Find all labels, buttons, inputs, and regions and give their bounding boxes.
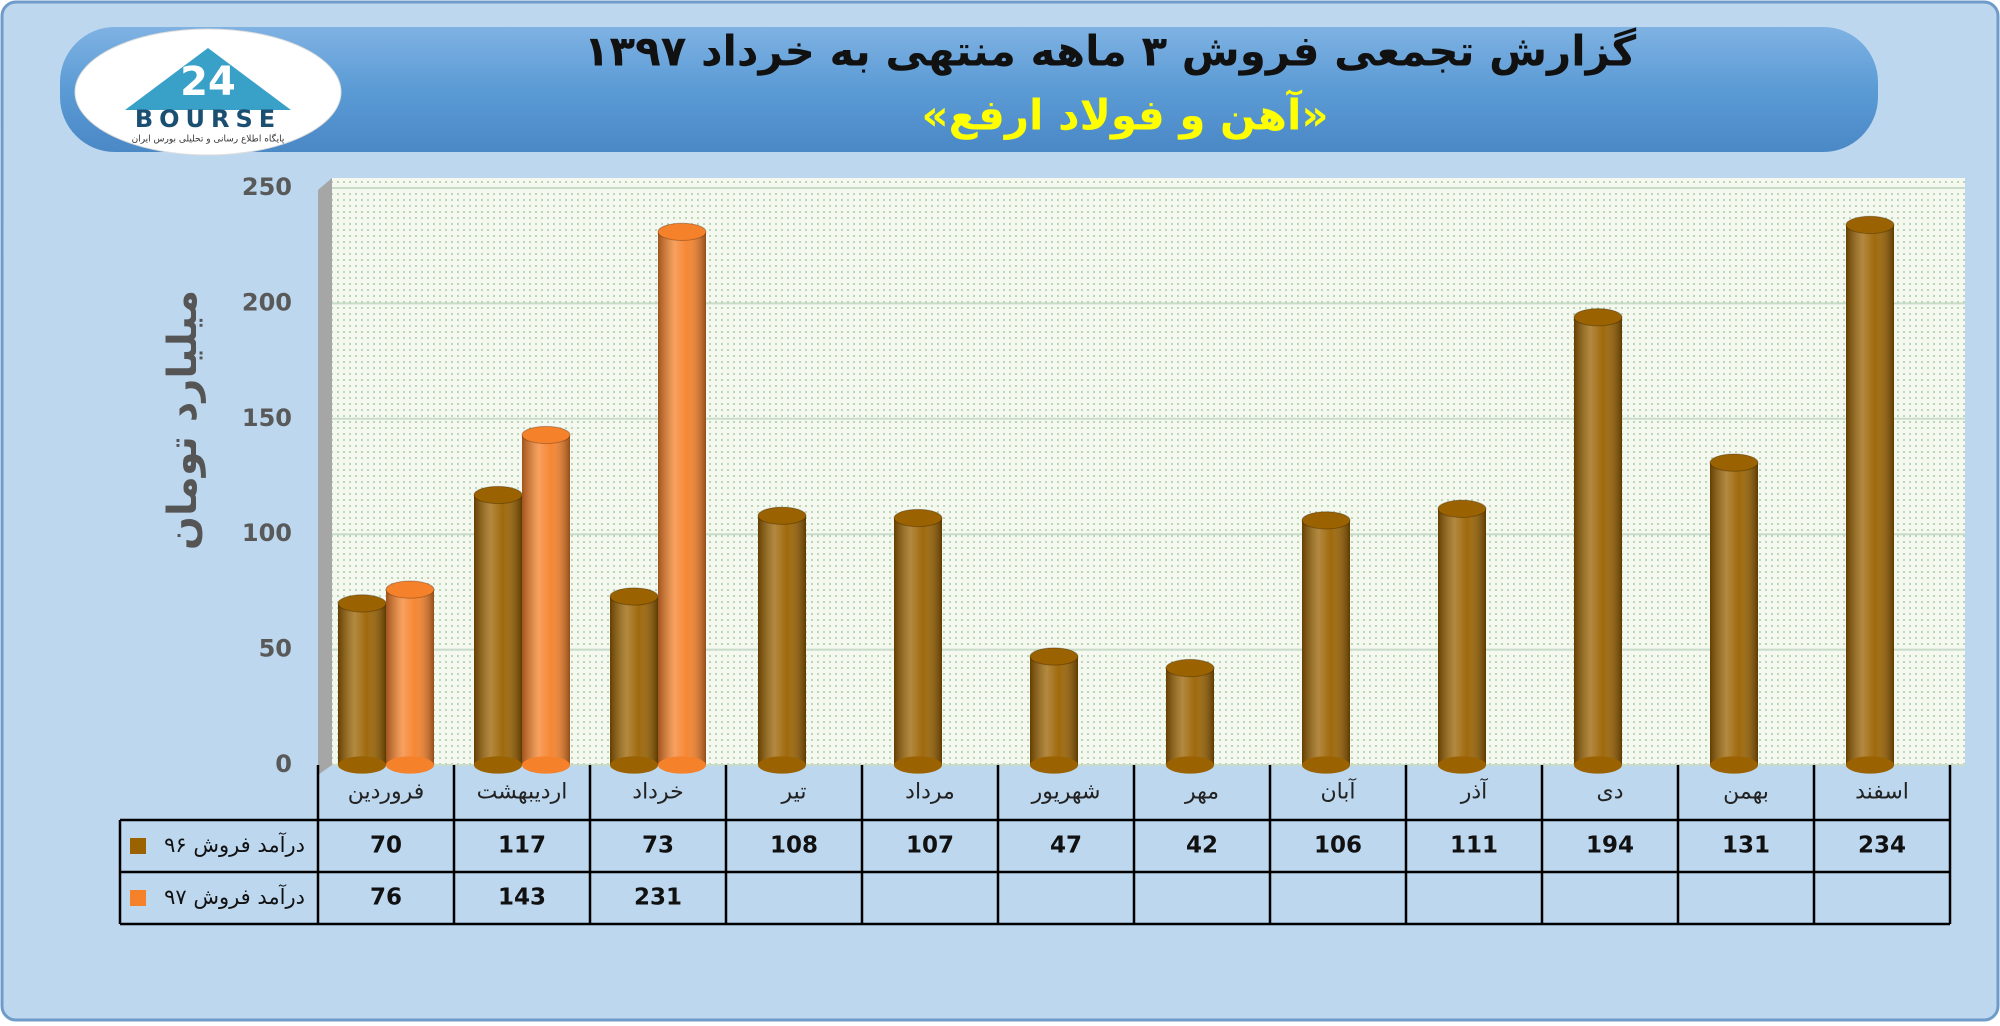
bar-top bbox=[385, 580, 435, 599]
y-axis-label: میلیارد تومان bbox=[160, 290, 206, 550]
bar-top bbox=[1845, 215, 1895, 235]
y-tick-label: 150 bbox=[242, 404, 292, 432]
x-tick-label: شهریور bbox=[1031, 780, 1101, 805]
bar-shade bbox=[894, 518, 942, 765]
bar-base bbox=[1302, 756, 1350, 774]
x-tick-label: دی bbox=[1596, 780, 1623, 805]
bar-base bbox=[1438, 756, 1486, 774]
table-value: 70 bbox=[370, 833, 402, 859]
x-tick-label: تیر bbox=[781, 780, 807, 805]
x-tick-label: بهمن bbox=[1723, 780, 1769, 805]
bar-shade bbox=[1030, 656, 1078, 765]
bar-shade bbox=[338, 603, 386, 765]
y-tick-label: 250 bbox=[242, 173, 292, 201]
x-tick-label: اردیبهشت bbox=[477, 780, 568, 805]
bar-shade bbox=[610, 596, 658, 765]
bar-base bbox=[894, 756, 942, 774]
legend-swatch bbox=[130, 890, 146, 906]
bar-base bbox=[522, 756, 570, 774]
x-tick-label: آذر bbox=[1460, 778, 1488, 805]
bar-top bbox=[521, 425, 571, 445]
logo-text: BOURSE bbox=[135, 105, 281, 133]
bar-top bbox=[473, 485, 523, 505]
table-value: 131 bbox=[1722, 833, 1770, 859]
y-tick-label: 100 bbox=[242, 519, 292, 547]
bar-top bbox=[1165, 658, 1215, 678]
bar-shade bbox=[1438, 508, 1486, 765]
bar-shade bbox=[1166, 668, 1214, 765]
table-value: 231 bbox=[634, 885, 682, 911]
bar-base bbox=[338, 756, 386, 774]
y-tick-label: 200 bbox=[242, 288, 292, 316]
table-value: 106 bbox=[1314, 833, 1362, 859]
bar-top bbox=[657, 222, 707, 241]
table-value: 143 bbox=[498, 885, 546, 911]
bar-base bbox=[474, 756, 522, 774]
bar-shade bbox=[758, 515, 806, 765]
y-tick-label: 0 bbox=[275, 750, 292, 778]
bar-top bbox=[893, 508, 943, 528]
bar-shade bbox=[1574, 317, 1622, 765]
x-tick-label: فروردین bbox=[348, 780, 425, 805]
x-tick-label: مرداد bbox=[905, 780, 955, 805]
bar-base bbox=[386, 756, 434, 774]
plot-area bbox=[332, 178, 1965, 765]
bar-base bbox=[658, 756, 706, 774]
bar-shade bbox=[1302, 520, 1350, 765]
bar-shade bbox=[474, 494, 522, 765]
bar-shade bbox=[386, 589, 434, 765]
table-value: 47 bbox=[1050, 833, 1082, 859]
table-value: 42 bbox=[1186, 833, 1218, 859]
bar-top bbox=[1573, 308, 1623, 327]
chart-subtitle: «آهن و فولاد ارفع» bbox=[922, 90, 1329, 141]
y-tick-label: 50 bbox=[259, 635, 292, 663]
bar-top bbox=[1301, 511, 1351, 530]
table-value: 107 bbox=[906, 833, 954, 859]
bar-base bbox=[1030, 756, 1078, 774]
x-tick-label: خرداد bbox=[632, 780, 683, 805]
bar-shade bbox=[658, 231, 706, 766]
table-value: 194 bbox=[1586, 833, 1634, 859]
legend-label: درآمد فروش ۹۶ bbox=[164, 832, 305, 857]
logo-tagline: پایگاه اطلاع رسانی و تحلیلی بورس ایران bbox=[132, 133, 285, 145]
plot-wall bbox=[318, 178, 332, 775]
table-value: 108 bbox=[770, 833, 818, 859]
x-tick-label: مهر bbox=[1184, 780, 1219, 805]
table-value: 73 bbox=[642, 833, 674, 859]
table-value: 111 bbox=[1450, 833, 1498, 859]
bar-base bbox=[758, 756, 806, 774]
bar-base bbox=[1710, 756, 1758, 774]
x-tick-label: آبان bbox=[1320, 778, 1356, 805]
legend-label: درآمد فروش ۹۷ bbox=[164, 884, 305, 909]
bar-base bbox=[1846, 756, 1894, 774]
header-banner bbox=[60, 27, 1878, 152]
bar-base bbox=[610, 756, 658, 774]
table-value: 117 bbox=[498, 833, 546, 859]
bar-top bbox=[1709, 453, 1759, 472]
bar-shade bbox=[522, 434, 570, 765]
bar-shade bbox=[1710, 462, 1758, 765]
bar-shade bbox=[1846, 224, 1894, 766]
bar-top bbox=[757, 506, 807, 525]
table-value: 234 bbox=[1858, 833, 1906, 859]
bar-top bbox=[609, 587, 659, 606]
legend-swatch bbox=[130, 838, 146, 854]
bar-top bbox=[1029, 647, 1079, 666]
bar-top bbox=[337, 594, 387, 613]
bar-base bbox=[1166, 756, 1214, 774]
bar-top bbox=[1437, 499, 1487, 518]
bar-base bbox=[1574, 756, 1622, 774]
logo-number: 24 bbox=[180, 59, 236, 105]
chart-title: گزارش تجمعی فروش ۳ ماهه منتهی به خرداد ۱… bbox=[584, 27, 1637, 77]
logo-icon bbox=[125, 48, 291, 110]
x-tick-label: اسفند bbox=[1855, 780, 1909, 805]
table-value: 76 bbox=[370, 885, 402, 911]
